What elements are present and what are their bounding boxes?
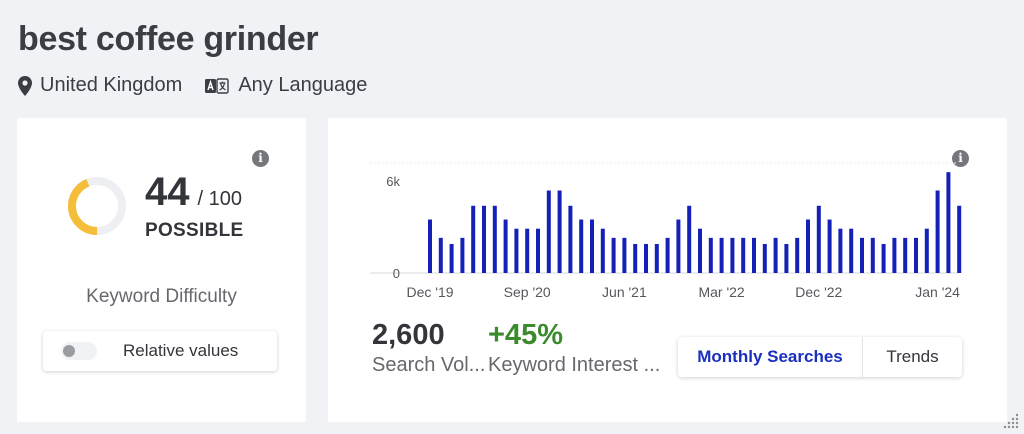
chart-bar[interactable] — [611, 237, 616, 273]
translate-icon — [205, 77, 230, 94]
keyword-filters: United Kingdom Any Language — [18, 74, 389, 97]
chart-bar[interactable] — [935, 190, 940, 274]
tab-monthly-searches[interactable]: Monthly Searches — [678, 337, 863, 377]
chart-bar[interactable] — [892, 237, 897, 273]
chart-bar[interactable] — [590, 219, 594, 273]
chart-bar[interactable] — [460, 237, 465, 273]
chart-bar[interactable] — [546, 190, 551, 274]
relative-values-label: Relative values — [123, 341, 239, 360]
chart-x-tick-label: Dec '19 — [406, 284, 453, 300]
chart-bar[interactable] — [838, 228, 843, 273]
chart-bar[interactable] — [633, 243, 638, 273]
chart-bar[interactable] — [536, 228, 540, 273]
difficulty-gauge-arc — [68, 177, 126, 235]
chart-bar[interactable] — [600, 228, 605, 273]
chart-bar[interactable] — [438, 237, 443, 273]
chart-bar[interactable] — [579, 219, 584, 273]
chart-bar[interactable] — [644, 243, 648, 273]
chart-bar[interactable] — [903, 237, 908, 273]
chart-bar[interactable] — [708, 237, 713, 273]
location-filter[interactable]: United Kingdom — [18, 74, 182, 97]
difficulty-info-icon[interactable]: i — [252, 150, 269, 167]
chart-bar[interactable] — [806, 219, 810, 273]
difficulty-gauge — [68, 177, 126, 235]
chart-bar[interactable] — [428, 219, 432, 273]
difficulty-score: 44 / 100 — [145, 170, 242, 215]
language-label: Any Language — [238, 74, 368, 96]
chart-bar[interactable] — [557, 190, 562, 274]
volume-view-tabs: Monthly Searches Trends — [678, 337, 962, 377]
chart-bar[interactable] — [881, 243, 886, 273]
chart-bar[interactable] — [730, 237, 735, 273]
resize-handle-icon[interactable] — [1002, 412, 1020, 430]
chart-x-tick-label: Jun '21 — [602, 284, 647, 300]
difficulty-label: Keyword Difficulty — [86, 286, 237, 307]
chart-x-tick-label: Jan '24 — [915, 284, 960, 300]
chart-bar[interactable] — [471, 205, 476, 273]
location-label: United Kingdom — [40, 74, 183, 96]
chart-bar[interactable] — [849, 228, 854, 273]
map-pin-icon — [18, 75, 32, 96]
search-volume-card: i 6k 0 Dec '19 Sep '20 Jun '21 Mar '22 Dec '2… — [328, 118, 1007, 422]
chart-bar[interactable] — [719, 237, 724, 273]
chart-bar[interactable] — [741, 237, 746, 273]
chart-bar[interactable] — [957, 205, 962, 273]
chart-x-tick-label: Mar '22 — [698, 284, 744, 300]
chart-bar[interactable] — [946, 172, 951, 273]
chart-bar[interactable] — [514, 228, 519, 273]
difficulty-score-value: 44 — [145, 170, 190, 214]
chart-bar[interactable] — [676, 219, 681, 273]
chart-bar[interactable] — [492, 205, 497, 273]
keyword-difficulty-card: i 44 / 100 POSSIBLE Keyword Difficulty R… — [17, 118, 306, 422]
chart-bar[interactable] — [762, 243, 767, 273]
chart-y-tick-label: 6k — [386, 174, 400, 189]
chart-x-tick-label: Dec '22 — [795, 284, 842, 300]
chart-bar[interactable] — [654, 243, 659, 273]
chart-bar[interactable] — [503, 219, 508, 273]
chart-bar[interactable] — [827, 219, 832, 273]
chart-bar[interactable] — [752, 237, 756, 273]
chart-bar[interactable] — [568, 205, 573, 273]
chart-bar[interactable] — [698, 228, 702, 273]
chart-bar[interactable] — [816, 205, 821, 273]
chart-y-tick-label: 0 — [393, 266, 400, 281]
chart-bar[interactable] — [773, 237, 778, 273]
toggle-switch[interactable] — [61, 342, 97, 360]
chart-bar[interactable] — [687, 205, 692, 273]
volume-info-icon[interactable]: i — [952, 150, 969, 167]
chart-bar[interactable] — [665, 237, 670, 273]
chart-bar[interactable] — [525, 228, 530, 273]
chart-bar[interactable] — [860, 237, 864, 273]
toggle-knob — [63, 345, 75, 357]
difficulty-status: POSSIBLE — [145, 220, 244, 241]
chart-x-tick-label: Sep '20 — [504, 284, 551, 300]
difficulty-score-max: / 100 — [197, 188, 242, 210]
chart-bar[interactable] — [924, 228, 929, 273]
chart-bar[interactable] — [870, 237, 875, 273]
keyword-title: best coffee grinder — [18, 20, 319, 58]
relative-values-toggle[interactable]: Relative values — [43, 331, 277, 371]
chart-bar[interactable] — [622, 237, 627, 273]
keyword-interest-value: +45% — [488, 319, 563, 351]
chart-bar[interactable] — [784, 243, 789, 273]
chart-bar[interactable] — [914, 237, 918, 273]
language-filter[interactable]: Any Language — [204, 74, 367, 97]
tab-trends[interactable]: Trends — [886, 347, 939, 366]
chart-bar[interactable] — [482, 205, 486, 273]
chart-bar[interactable] — [795, 237, 800, 273]
search-volume-value: 2,600 — [372, 319, 445, 351]
search-volume-label: Search Vol... — [372, 354, 486, 376]
keyword-interest-label: Keyword Interest ... — [488, 354, 661, 376]
search-volume-chart: 6k 0 Dec '19 Sep '20 Jun '21 Mar '22 Dec '22 J… — [370, 162, 962, 300]
chart-bar[interactable] — [449, 243, 454, 273]
